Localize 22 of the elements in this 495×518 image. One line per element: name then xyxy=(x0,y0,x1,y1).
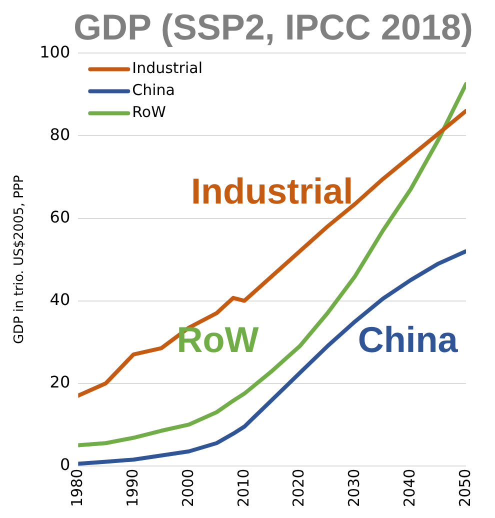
x-tick-label: 1980 xyxy=(68,468,86,508)
x-tick-label: 2030 xyxy=(345,468,364,508)
x-tick-label: 2010 xyxy=(234,468,252,508)
legend-label: Industrial xyxy=(132,59,202,78)
x-tick-label: 2050 xyxy=(456,468,474,508)
legend-label: RoW xyxy=(132,103,166,122)
annotation: Industrial xyxy=(191,170,354,212)
y-tick-label: 100 xyxy=(40,42,70,62)
y-tick-label: 40 xyxy=(50,290,70,309)
x-tick-label: 2020 xyxy=(290,468,308,508)
y-tick-label: 80 xyxy=(50,124,70,144)
annotation: RoW xyxy=(176,318,259,360)
x-tick-label: 1990 xyxy=(123,468,142,508)
x-tick-label: 2040 xyxy=(400,468,418,508)
legend-label: China xyxy=(132,81,175,100)
y-axis-title: GDP in trio. US$2005, PPP xyxy=(12,174,28,344)
annotation: China xyxy=(358,318,459,360)
x-tick-label: 2000 xyxy=(178,468,197,508)
y-tick-label: 20 xyxy=(50,372,70,392)
chart-title: GDP (SSP2, IPCC 2018) xyxy=(74,6,473,48)
y-tick-label: 0 xyxy=(60,454,70,474)
y-tick-label: 60 xyxy=(50,207,70,226)
